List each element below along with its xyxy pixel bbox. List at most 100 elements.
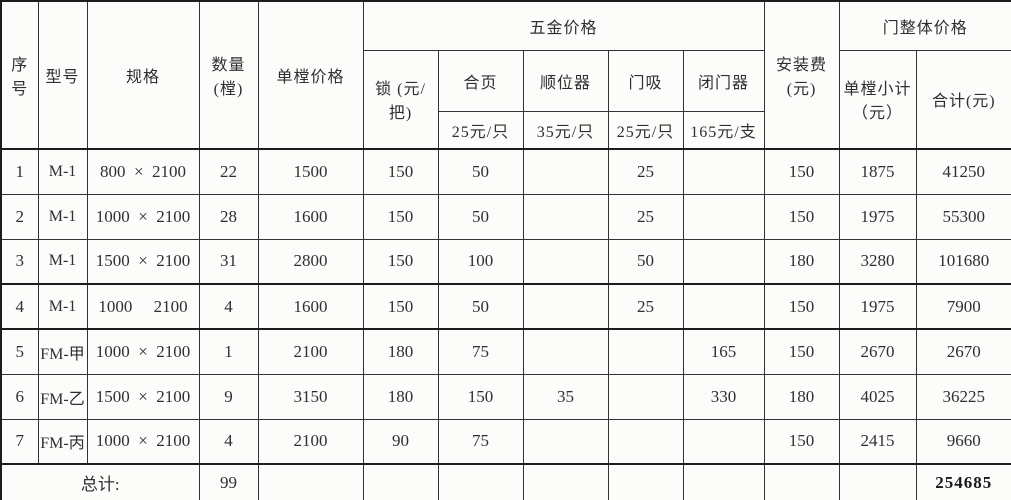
doorstop-cell: 50 (607, 238, 684, 285)
model-cell: M-1 (37, 193, 88, 240)
unit-price-cell: 3150 (257, 373, 364, 420)
empty-cell (257, 463, 364, 500)
col-header-serial: 序 号 (0, 0, 39, 150)
hinge-cell: 100 (437, 238, 524, 285)
empty-cell (522, 463, 609, 500)
hinge-cell: 75 (437, 328, 524, 375)
col-group-door-total-price: 门整体价格 (838, 0, 1011, 51)
model-cell: M-1 (37, 238, 88, 285)
col-header-lock: 锁 (元/ 把) (362, 49, 439, 150)
empty-cell (838, 463, 917, 500)
model-cell: FM-丙 (37, 418, 88, 465)
install-fee-cell: 150 (763, 193, 840, 240)
spec-cell: 1000 × 2100 (86, 193, 200, 240)
unit-subtotal-cell: 1975 (838, 283, 917, 330)
serial-cell: 1 (0, 148, 39, 195)
serial-cell: 2 (0, 193, 39, 240)
table-row: 3 M-1 1500 × 2100 31 2800 150 100 50 180… (0, 238, 1011, 285)
doorstop-cell (607, 373, 684, 420)
table-row: 7 FM-丙 1000 × 2100 4 2100 90 75 150 2415… (0, 418, 1011, 465)
serial-cell: 7 (0, 418, 39, 465)
spec-cell: 1500 × 2100 (86, 238, 200, 285)
unit-subtotal-cell: 2415 (838, 418, 917, 465)
total-cell: 9660 (915, 418, 1011, 465)
sequencer-cell (522, 418, 609, 465)
lock-cell: 150 (362, 238, 439, 285)
model-cell: FM-乙 (37, 373, 88, 420)
unit-price-cell: 2100 (257, 418, 364, 465)
qty-cell: 1 (198, 328, 259, 375)
sequencer-cell (522, 148, 609, 195)
unit-subtotal-cell: 3280 (838, 238, 917, 285)
serial-cell: 6 (0, 373, 39, 420)
header-row-groups: 序 号 型号 规格 数量 (樘) 单樘价格 五金价格 安装费 (元) 门整体价格 (0, 0, 1011, 150)
unit-price-cell: 2800 (257, 238, 364, 285)
doorstop-cell (607, 418, 684, 465)
closer-cell (682, 418, 765, 465)
lock-cell: 150 (362, 148, 439, 195)
model-cell: FM-甲 (37, 328, 88, 375)
total-cell: 41250 (915, 148, 1011, 195)
total-label: 总计: (0, 463, 200, 500)
total-cell: 55300 (915, 193, 1011, 240)
col-header-unit-subtotal: 单樘小计 （元） (838, 49, 917, 150)
qty-cell: 9 (198, 373, 259, 420)
hinge-cell: 50 (437, 193, 524, 240)
lock-cell: 180 (362, 328, 439, 375)
doorstop-cell: 25 (607, 148, 684, 195)
install-fee-cell: 180 (763, 373, 840, 420)
closer-cell (682, 238, 765, 285)
unit-price-cell: 1500 (257, 148, 364, 195)
doorstop-cell: 25 (607, 193, 684, 240)
qty-cell: 31 (198, 238, 259, 285)
col-header-spec: 规格 (86, 0, 200, 150)
install-fee-cell: 150 (763, 148, 840, 195)
grand-total-cell: 254685 (915, 463, 1011, 500)
closer-unit-price: 165元/支 (682, 110, 765, 150)
doorstop-cell (607, 328, 684, 375)
col-header-hinge: 合页 (437, 49, 524, 112)
spec-cell: 1000 × 2100 (86, 328, 200, 375)
serial-cell: 4 (0, 283, 39, 330)
qty-cell: 4 (198, 283, 259, 330)
lock-cell: 150 (362, 193, 439, 240)
col-header-install-fee: 安装费 (元) (763, 0, 840, 150)
col-header-closer: 闭门器 (682, 49, 765, 112)
header-row-unit-prices: 25元/只 35元/只 25元/只 165元/支 (1, 110, 1011, 150)
empty-cell (682, 463, 765, 500)
closer-cell: 330 (682, 373, 765, 420)
unit-subtotal-cell: 2670 (838, 328, 917, 375)
spec-cell: 1500 × 2100 (86, 373, 200, 420)
lock-cell: 90 (362, 418, 439, 465)
model-cell: M-1 (37, 283, 88, 330)
serial-cell: 5 (0, 328, 39, 375)
unit-price-cell: 1600 (257, 283, 364, 330)
col-header-qty: 数量 (樘) (198, 0, 259, 150)
closer-cell (682, 283, 765, 330)
install-fee-cell: 150 (763, 283, 840, 330)
closer-cell (682, 148, 765, 195)
empty-cell (437, 463, 524, 500)
col-header-sequencer: 顺位器 (522, 49, 609, 112)
total-cell: 36225 (915, 373, 1011, 420)
col-header-unit-price: 单樘价格 (257, 0, 364, 150)
qty-total-cell: 99 (198, 463, 259, 500)
closer-cell (682, 193, 765, 240)
hinge-cell: 50 (437, 283, 524, 330)
install-fee-cell: 180 (763, 238, 840, 285)
unit-subtotal-cell: 1975 (838, 193, 917, 240)
col-header-total: 合计(元) (915, 49, 1011, 150)
table-row: 4 M-1 1000 2100 4 1600 150 50 25 150 197… (0, 283, 1011, 330)
sequencer-cell: 35 (522, 373, 609, 420)
table-row: 5 FM-甲 1000 × 2100 1 2100 180 75 165 150… (0, 328, 1011, 375)
install-fee-cell: 150 (763, 418, 840, 465)
hinge-cell: 75 (437, 418, 524, 465)
sequencer-cell (522, 238, 609, 285)
col-group-hardware-price: 五金价格 (362, 0, 765, 51)
empty-cell (763, 463, 840, 500)
total-row: 总计: 99 254685 (0, 463, 1011, 500)
col-header-doorstop: 门吸 (607, 49, 684, 112)
qty-cell: 22 (198, 148, 259, 195)
empty-cell (362, 463, 439, 500)
table-row: 1 M-1 800 × 2100 22 1500 150 50 25 150 1… (0, 148, 1011, 195)
